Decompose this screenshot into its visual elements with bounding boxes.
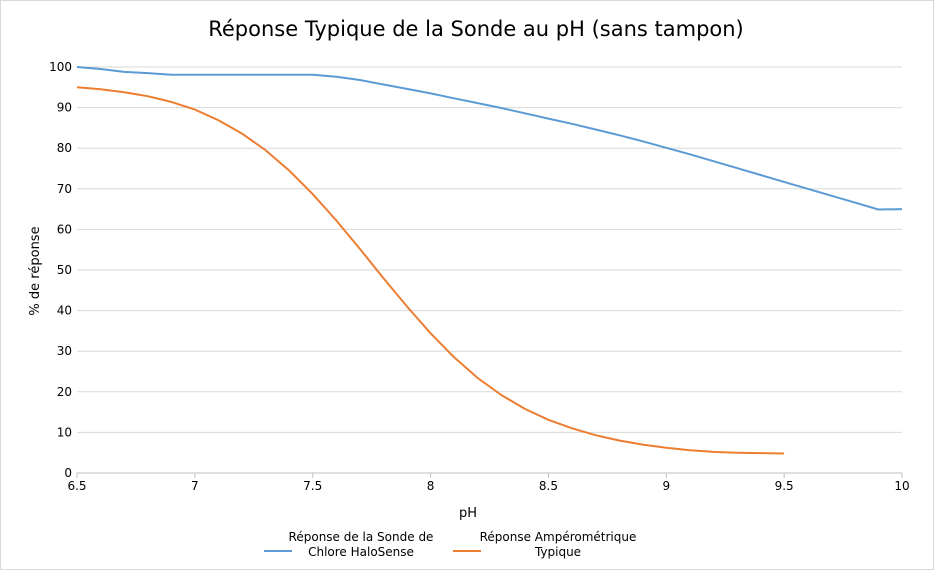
y-tick-label: 40 [57, 304, 72, 318]
y-tick-label: 10 [57, 425, 72, 439]
y-tick-labels: 0 10 20 30 40 50 60 70 80 90 100 [49, 60, 72, 480]
x-tick-label: 7 [191, 479, 199, 493]
series-lines [76, 66, 903, 455]
y-tick-label: 30 [57, 344, 72, 358]
y-axis-label: % de réponse [28, 226, 43, 315]
x-tick-label: 9.5 [775, 479, 794, 493]
x-tick-labels: 6.5 7 7.5 8 8.5 9 9.5 10 [67, 479, 909, 493]
y-tick-label: 70 [57, 182, 72, 196]
y-tick-label: 0 [64, 466, 72, 480]
axes [76, 472, 903, 478]
y-tick-label: 60 [57, 222, 72, 236]
y-tick-label: 20 [57, 385, 72, 399]
legend-label: Chlore HaloSense [308, 545, 414, 559]
x-tick-label: 9 [662, 479, 670, 493]
x-tick-label: 7.5 [303, 479, 322, 493]
legend-label: Réponse Ampérométrique [480, 530, 637, 544]
x-axis-label: pH [459, 506, 477, 521]
series-line-1 [76, 66, 903, 211]
grid-lines [77, 66, 902, 433]
y-tick-label: 80 [57, 141, 72, 155]
legend-label: Typique [534, 545, 581, 559]
chart-title: Réponse Typique de la Sonde au pH (sans … [208, 17, 744, 41]
y-tick-label: 90 [57, 101, 72, 115]
legend-label: Réponse de la Sonde de [289, 530, 434, 544]
x-tick-label: 6.5 [67, 479, 86, 493]
x-tick-label: 8.5 [539, 479, 558, 493]
y-tick-label: 100 [49, 60, 72, 74]
y-tick-label: 50 [57, 263, 72, 277]
series-line-2 [76, 86, 785, 455]
x-tick-label: 10 [894, 479, 909, 493]
x-tick-label: 8 [427, 479, 435, 493]
